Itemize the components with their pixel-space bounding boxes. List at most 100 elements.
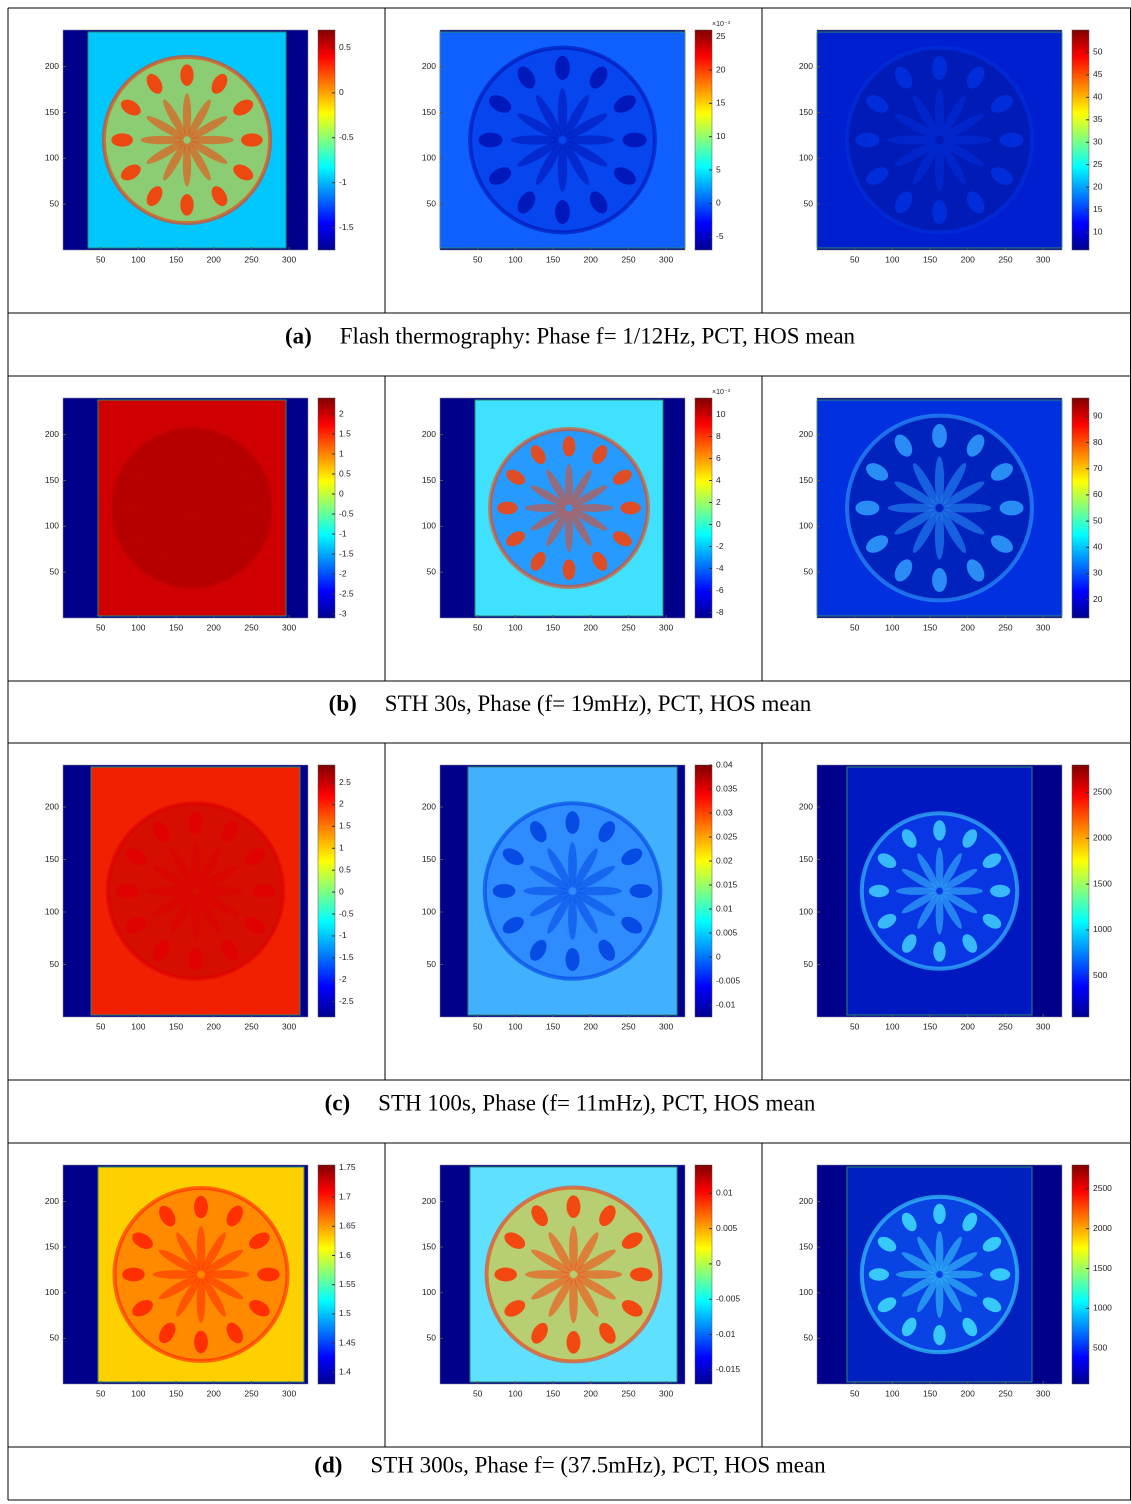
rosette-petal (169, 510, 191, 547)
rosette-petal (203, 1249, 244, 1274)
rosette-diamond (506, 531, 526, 547)
rosette-diamond (894, 66, 913, 89)
rosette-diamond (153, 551, 169, 571)
rosette-diamond (982, 1297, 1002, 1313)
x-tick-label: 250 (244, 1388, 258, 1398)
axes-frame (816, 764, 1063, 1018)
rosette-diamond (990, 463, 1013, 481)
x-tick-label: 250 (998, 1388, 1012, 1398)
rosette-petal (193, 469, 215, 506)
axes-frame (816, 397, 1063, 619)
y-tick-label: 50 (427, 959, 437, 969)
rosette-diamond (241, 133, 263, 147)
rosette-petal (940, 1236, 962, 1272)
rosette-petal (546, 469, 568, 506)
colorbar-tick-label: 0 (716, 951, 721, 961)
colorbar-tick-label: 1.7 (339, 1191, 351, 1201)
rosette-petal (548, 1277, 573, 1317)
x-tick-label: 300 (282, 622, 296, 632)
x-tick-label: 250 (244, 1021, 258, 1031)
colorbar-tick-label: 90 (1093, 411, 1103, 421)
x-tick-label: 50 (473, 1388, 483, 1398)
rosette-diamond (215, 445, 231, 465)
rosette-diamond (188, 811, 203, 834)
y-tick-label: 100 (422, 1287, 436, 1297)
colorbar-tick-label: -1 (339, 177, 347, 187)
colorbar-tick-label: 0 (716, 1258, 721, 1268)
rosette-diamond (933, 941, 946, 962)
rosette-petal (894, 481, 937, 507)
rosette-diamond (598, 821, 616, 843)
colorbar-tick-label: 25 (1093, 159, 1103, 169)
colorbar-tick-label: -0.5 (339, 908, 354, 918)
rosette-petal (576, 1270, 623, 1279)
rosette-diamond (966, 434, 985, 457)
x-tick-label: 150 (923, 254, 937, 264)
rosette-petal (146, 886, 192, 896)
rosette-petal (153, 509, 190, 531)
y-tick-label: 200 (799, 61, 813, 71)
colorbar-tick-label: 0 (339, 87, 344, 97)
x-tick-label: 50 (96, 1021, 106, 1031)
rosette-diamond (152, 939, 170, 961)
colorbar-tick-label: 60 (1093, 489, 1103, 499)
rosette-diamond (932, 423, 947, 448)
rosette-petal (196, 1277, 206, 1323)
colorbar-tick-label: 1.75 (339, 1162, 356, 1172)
rosette-diamond (621, 916, 643, 934)
rosette-diamond (990, 95, 1013, 113)
colorbar-tick-label: 20 (1093, 181, 1103, 191)
y-tick-label: 200 (799, 429, 813, 439)
rosette-petal (940, 511, 967, 553)
x-tick-label: 250 (621, 622, 635, 632)
colorbar-tick-label: 80 (1093, 437, 1103, 447)
rosette-diamond (132, 1300, 153, 1317)
rosette-petal (182, 93, 192, 137)
x-tick-label: 100 (885, 1021, 899, 1031)
rosette-petal (569, 1277, 578, 1324)
rosette-diamond (562, 559, 576, 580)
rosette-diamond (125, 848, 147, 866)
colorbar-tick-label: -0.5 (339, 508, 354, 518)
rosette-petal (942, 113, 985, 139)
colorbar-tick-label: 0.02 (716, 855, 733, 865)
x-tick-label: 150 (923, 622, 937, 632)
rosette-petal (935, 1277, 944, 1319)
rosette-petal (565, 463, 573, 505)
rosette-petal (575, 865, 616, 890)
rosette-diamond (252, 883, 276, 899)
rosette-diamond (855, 132, 880, 148)
rosette-petal (557, 88, 568, 137)
rosette-ring (845, 45, 1034, 235)
rosette-petal (535, 95, 562, 137)
rosette-petal (191, 841, 200, 888)
rosette-petal (943, 503, 992, 513)
y-tick-label: 50 (804, 198, 814, 208)
rosette-petal (565, 141, 608, 167)
rosette-diamond (933, 1325, 946, 1346)
y-tick-label: 50 (50, 198, 60, 208)
rosette-petal (917, 1236, 939, 1272)
x-tick-label: 300 (282, 1388, 296, 1398)
x-tick-label: 100 (131, 1021, 145, 1031)
rosette-diamond (932, 200, 947, 225)
colorbar-tick-label: 30 (1093, 136, 1103, 146)
x-tick-label: 250 (998, 1021, 1012, 1031)
rosette-diamond (531, 1205, 548, 1227)
rosette-diamond (226, 1322, 243, 1344)
y-tick-label: 200 (45, 429, 59, 439)
x-tick-label: 250 (244, 622, 258, 632)
colorbar-tick-label: 40 (1093, 92, 1103, 102)
colorbar-tick-label: 1.55 (339, 1279, 356, 1289)
rosette-petal (153, 485, 190, 507)
colorbar (694, 1164, 713, 1385)
rosette-petal (943, 135, 992, 145)
colorbar-tick-label: -3 (339, 608, 347, 618)
x-tick-label: 200 (961, 254, 975, 264)
x-tick-label: 50 (850, 1021, 860, 1031)
rosette-petal (163, 99, 186, 138)
rosette-diamond (129, 469, 149, 485)
rosette-petal (574, 1232, 599, 1272)
x-tick-label: 250 (998, 254, 1012, 264)
caption-text: Flash thermography: Phase f= 1/12Hz, PCT… (340, 324, 856, 349)
